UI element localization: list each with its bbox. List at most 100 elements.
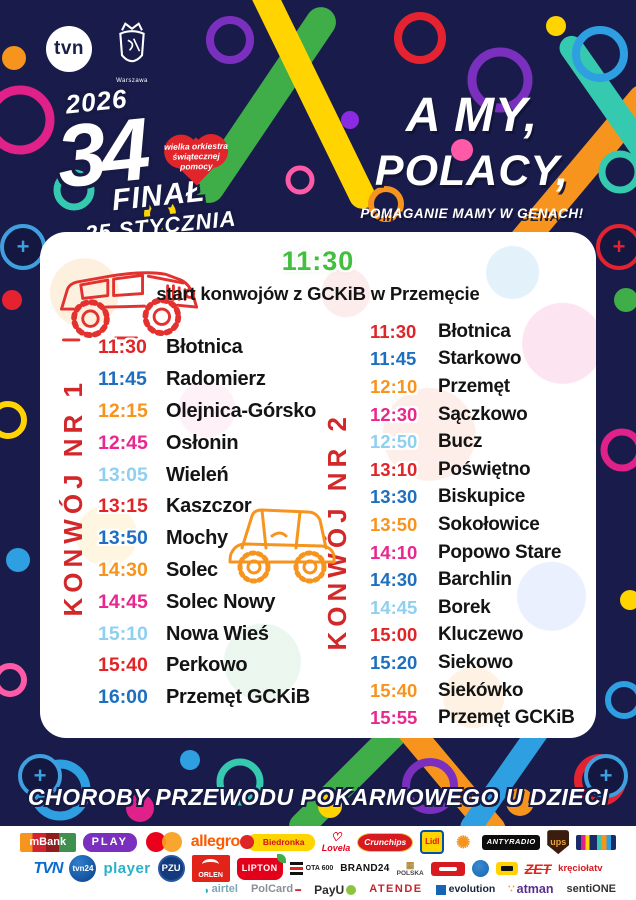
jeep-illustration bbox=[60, 271, 199, 342]
schedule-time: 11:45 bbox=[370, 348, 417, 370]
schedule-row: 14:30 Barchlin bbox=[370, 566, 575, 594]
schedule-time: 15:20 bbox=[370, 651, 418, 673]
schedule-card: 11:30 start konwojów z GCKiB w Przemęcie… bbox=[40, 232, 596, 738]
warsaw-crest-icon bbox=[119, 22, 145, 63]
slogan-line-2: POLACY, bbox=[374, 147, 570, 195]
slogan-line-1: A MY, bbox=[405, 89, 539, 142]
schedule-row: 15:10 Nowa Wieś bbox=[98, 618, 316, 650]
sponsor-logo: Lidl bbox=[420, 830, 445, 855]
schedule-row: 13:05 Wieleń bbox=[98, 459, 316, 491]
schedule-time: 12:30 bbox=[370, 403, 418, 425]
schedule-time: 13:05 bbox=[98, 463, 148, 486]
schedule-row: 14:45 Solec Nowy bbox=[98, 586, 316, 618]
sponsor-logo: LIPTON bbox=[236, 853, 286, 880]
sponsor-logo: kręciołatv bbox=[558, 863, 603, 874]
schedule-time: 12:50 bbox=[370, 431, 418, 453]
schedule-row: 14:45 Borek bbox=[370, 594, 575, 622]
schedule-place: Perkowo bbox=[166, 654, 248, 677]
sponsor-logo bbox=[144, 831, 184, 853]
slogan: A MY, POLACY, POMAGANIE MAMY W GENACH! bbox=[322, 88, 622, 221]
schedule-place: Wieleń bbox=[166, 463, 229, 486]
sponsor-logo bbox=[451, 830, 475, 854]
schedule-place: Starkowo bbox=[438, 348, 522, 370]
schedule-place: Poświętno bbox=[438, 458, 531, 480]
sponsor-logo: Biedronka bbox=[239, 833, 315, 851]
schedule-row: 13:10 Poświętno bbox=[370, 456, 575, 484]
start-text: start konwojów z GCKiB w Przemęcie bbox=[156, 283, 480, 304]
schedule-time: 11:30 bbox=[98, 336, 147, 359]
schedule-place: Sączkowo bbox=[438, 403, 528, 425]
schedule-row: 15:20 Siekowo bbox=[370, 649, 575, 677]
sponsor-logo: sentiONE bbox=[566, 883, 616, 896]
sponsor-logo: mBank bbox=[19, 832, 76, 852]
sponsor-logo bbox=[576, 834, 617, 850]
schedule-place: Nowa Wieś bbox=[166, 622, 269, 645]
schedule-place: Bucz bbox=[438, 431, 483, 453]
schedule-time: 13:10 bbox=[370, 458, 418, 480]
schedule-place: Popowo Stare bbox=[438, 541, 562, 563]
schedule-place: Biskupice bbox=[438, 486, 526, 508]
convoy-2-list: 11:30 Błotnica 11:45 Starkowo 12:10 Prze… bbox=[370, 318, 575, 732]
schedule-row: 12:45 Osłonin bbox=[98, 427, 316, 459]
sponsor-logo: POLSKA bbox=[397, 861, 424, 878]
sponsor-logo: PZU bbox=[157, 855, 185, 883]
schedule-place: Mochy bbox=[166, 527, 228, 550]
heart-line-3: pomocy bbox=[179, 160, 213, 172]
schedule-row: 15:40 Perkowo bbox=[98, 650, 316, 682]
tvn-logo-text: tvn bbox=[54, 38, 84, 59]
plus-decoration: + bbox=[584, 754, 628, 798]
wosp-heart-icon: wielka orkiestra świątecznej pomocy bbox=[164, 130, 229, 191]
schedule-place: Błotnica bbox=[166, 336, 243, 359]
sponsor-logo: airtel bbox=[204, 884, 238, 895]
schedule-time: 15:55 bbox=[370, 707, 418, 729]
sponsor-strip: mBank PLAY allegro Biedronka Lovela Crun… bbox=[0, 826, 636, 900]
schedule-time: 12:15 bbox=[98, 399, 148, 422]
schedule-place: Sokołowice bbox=[438, 513, 540, 535]
schedule-place: Siekowo bbox=[438, 651, 513, 673]
schedule-time: 14:30 bbox=[98, 558, 148, 581]
sponsor-logo: PLAY bbox=[82, 832, 137, 852]
schedule-time: 15:40 bbox=[98, 654, 148, 677]
sponsor-logo: ANTYRADIO bbox=[482, 834, 541, 850]
schedule-place: Przemęt GCKiB bbox=[438, 707, 575, 729]
schedule-time: 11:45 bbox=[98, 368, 147, 391]
schedule-place: Borek bbox=[438, 596, 491, 618]
schedule-time: 13:50 bbox=[370, 513, 418, 535]
schedule-row: 13:50 Sokołowice bbox=[370, 511, 575, 539]
schedule-time: 15:00 bbox=[370, 624, 418, 646]
schedule-row: 15:55 Przemęt GCKiB bbox=[370, 704, 575, 732]
schedule-time: 13:15 bbox=[98, 495, 148, 518]
sponsor-logo: evolution bbox=[436, 884, 496, 895]
sponsor-logo bbox=[495, 862, 518, 876]
schedule-row: 14:10 Popowo Stare bbox=[370, 539, 575, 567]
sponsor-logo: player bbox=[103, 860, 151, 878]
sponsor-logo bbox=[430, 861, 465, 876]
schedule-time: 13:50 bbox=[98, 527, 148, 550]
sponsor-logo: PayU bbox=[314, 884, 356, 896]
schedule-row: 12:30 Sączkowo bbox=[370, 401, 575, 429]
schedule-place: Olejnica-Górsko bbox=[166, 399, 316, 422]
sponsor-logo bbox=[471, 860, 489, 878]
convoy-1-label: KONWÓJ NR 1 bbox=[58, 378, 88, 617]
schedule-place: Radomierz bbox=[166, 368, 266, 391]
schedule-time: 15:10 bbox=[98, 622, 148, 645]
schedule-time: 12:45 bbox=[98, 431, 148, 454]
sponsor-logo: Lovela bbox=[322, 831, 351, 853]
schedule-time: 15:40 bbox=[370, 679, 418, 701]
schedule-time: 14:45 bbox=[370, 596, 418, 618]
sponsor-logo: tvn24 bbox=[69, 855, 97, 883]
schedule-row: 11:45 Starkowo bbox=[370, 346, 575, 374]
convoy-1-list: 11:30 Błotnica 11:45 Radomierz 12:15 Ole… bbox=[98, 332, 316, 714]
sponsor-logo: ORLEN bbox=[191, 855, 230, 883]
schedule-time: 12:10 bbox=[370, 375, 418, 397]
warsaw-emblem: Warszawa bbox=[108, 22, 156, 84]
sponsor-logo: atman bbox=[508, 883, 554, 896]
schedule-row: 11:30 Błotnica bbox=[98, 332, 316, 364]
plus-decoration: + bbox=[596, 224, 636, 270]
schedule-place: Kaszczor bbox=[166, 495, 252, 518]
sponsor-logo: BRAND24 bbox=[340, 862, 390, 874]
schedule-place: Siekówko bbox=[438, 679, 524, 701]
schedule-time: 11:30 bbox=[370, 320, 417, 342]
schedule-time: 14:30 bbox=[370, 569, 418, 591]
